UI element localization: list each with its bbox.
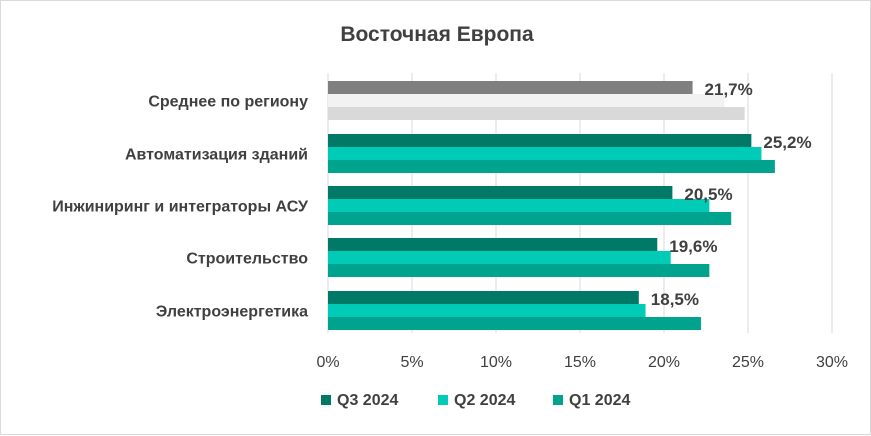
bar-q2-2024-4 [328, 251, 671, 264]
bar-q3-2024-4 [328, 238, 658, 251]
data-label: 18,5% [651, 290, 699, 309]
data-labels: 21,7% 25,2% 20,5% 19,6% 18,5% [651, 80, 812, 309]
bar-q2-2024-1 [328, 94, 725, 107]
category-label: Электроэнергетика [156, 304, 308, 321]
bar-q1-2024-2 [328, 160, 775, 173]
chart-title: Восточная Европа [340, 23, 534, 46]
x-axis-ticks: 0% 5% 10% 15% 20% 25% 30% [316, 354, 848, 371]
legend-swatch-q1-2024 [553, 395, 563, 405]
legend-label-q2-2024: Q2 2024 [454, 392, 515, 409]
legend-swatch-q3-2024 [321, 395, 331, 405]
x-tick-label: 10% [480, 354, 512, 371]
bar-q2-2024-3 [328, 199, 710, 212]
data-label: 20,5% [684, 185, 732, 204]
bars [328, 81, 775, 330]
legend-label-q1-2024: Q1 2024 [569, 392, 630, 409]
bar-q2-2024-2 [328, 147, 762, 160]
legend-swatch-q2-2024 [438, 395, 448, 405]
legend: Q3 2024 Q2 2024 Q1 2024 [321, 392, 630, 409]
bar-q3-2024-3 [328, 186, 673, 199]
data-label: 25,2% [763, 133, 811, 152]
bar-q1-2024-1 [328, 107, 745, 120]
data-label: 19,6% [669, 237, 717, 256]
legend-label-q3-2024: Q3 2024 [337, 392, 398, 409]
category-label: Строительство [186, 251, 308, 268]
x-tick-label: 30% [816, 354, 848, 371]
category-label: Среднее по региону [148, 94, 308, 111]
x-tick-label: 25% [732, 354, 764, 371]
x-tick-label: 20% [648, 354, 680, 371]
bar-q2-2024-5 [328, 304, 646, 317]
bar-q3-2024-5 [328, 291, 639, 304]
bar-q1-2024-5 [328, 317, 701, 330]
bar-q3-2024-1 [328, 81, 693, 94]
category-label: Автоматизация зданий [125, 147, 308, 164]
data-label: 21,7% [705, 80, 753, 99]
x-tick-label: 0% [316, 354, 339, 371]
bar-q1-2024-3 [328, 212, 732, 225]
bar-q3-2024-2 [328, 134, 752, 147]
x-tick-label: 15% [564, 354, 596, 371]
category-labels: Среднее по региону Автоматизация зданий Ин… [52, 94, 309, 321]
category-label: Инжиниринг и интеграторы АСУ [52, 199, 309, 216]
x-tick-label: 5% [400, 354, 423, 371]
bar-q1-2024-4 [328, 264, 710, 277]
